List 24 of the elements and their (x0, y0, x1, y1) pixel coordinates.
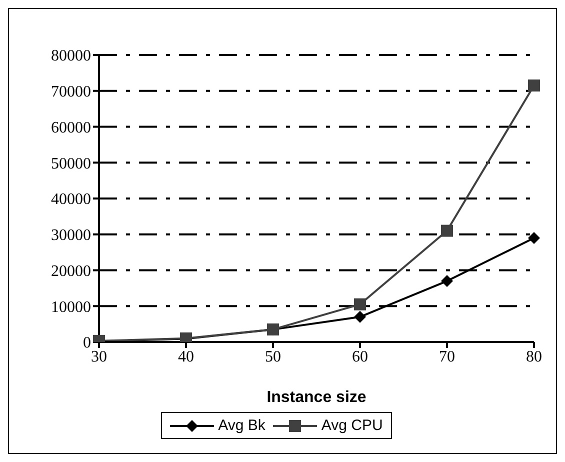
y-tick-label: 10000 (51, 298, 91, 316)
x-tick-label: 60 (352, 348, 368, 366)
point (354, 310, 366, 323)
point (528, 232, 540, 244)
x-tick-label: 30 (91, 348, 107, 366)
y-tick-label: 30000 (51, 227, 91, 244)
point (441, 224, 453, 237)
x-tick-label: 40 (178, 348, 194, 366)
y-tick-label: 20000 (51, 262, 91, 280)
x-tick-label: 80 (526, 348, 542, 366)
y-tick-label: 60000 (51, 119, 91, 136)
y-tick-label: 40000 (51, 191, 91, 208)
y-tick-label: 0 (83, 334, 91, 352)
x-tick-label: 50 (265, 348, 281, 366)
x-axis-title: Instance size (266, 389, 366, 406)
y-tick-label: 80000 (51, 48, 91, 65)
point (441, 275, 453, 288)
x-tick-label: 70 (439, 348, 455, 366)
legend-label: Avg CPU (321, 417, 383, 434)
point (354, 298, 366, 310)
y-tick-label: 70000 (51, 84, 91, 101)
point (528, 79, 540, 92)
legend-label: Avg Bk (218, 417, 266, 434)
y-tick-label: 50000 (51, 155, 91, 172)
